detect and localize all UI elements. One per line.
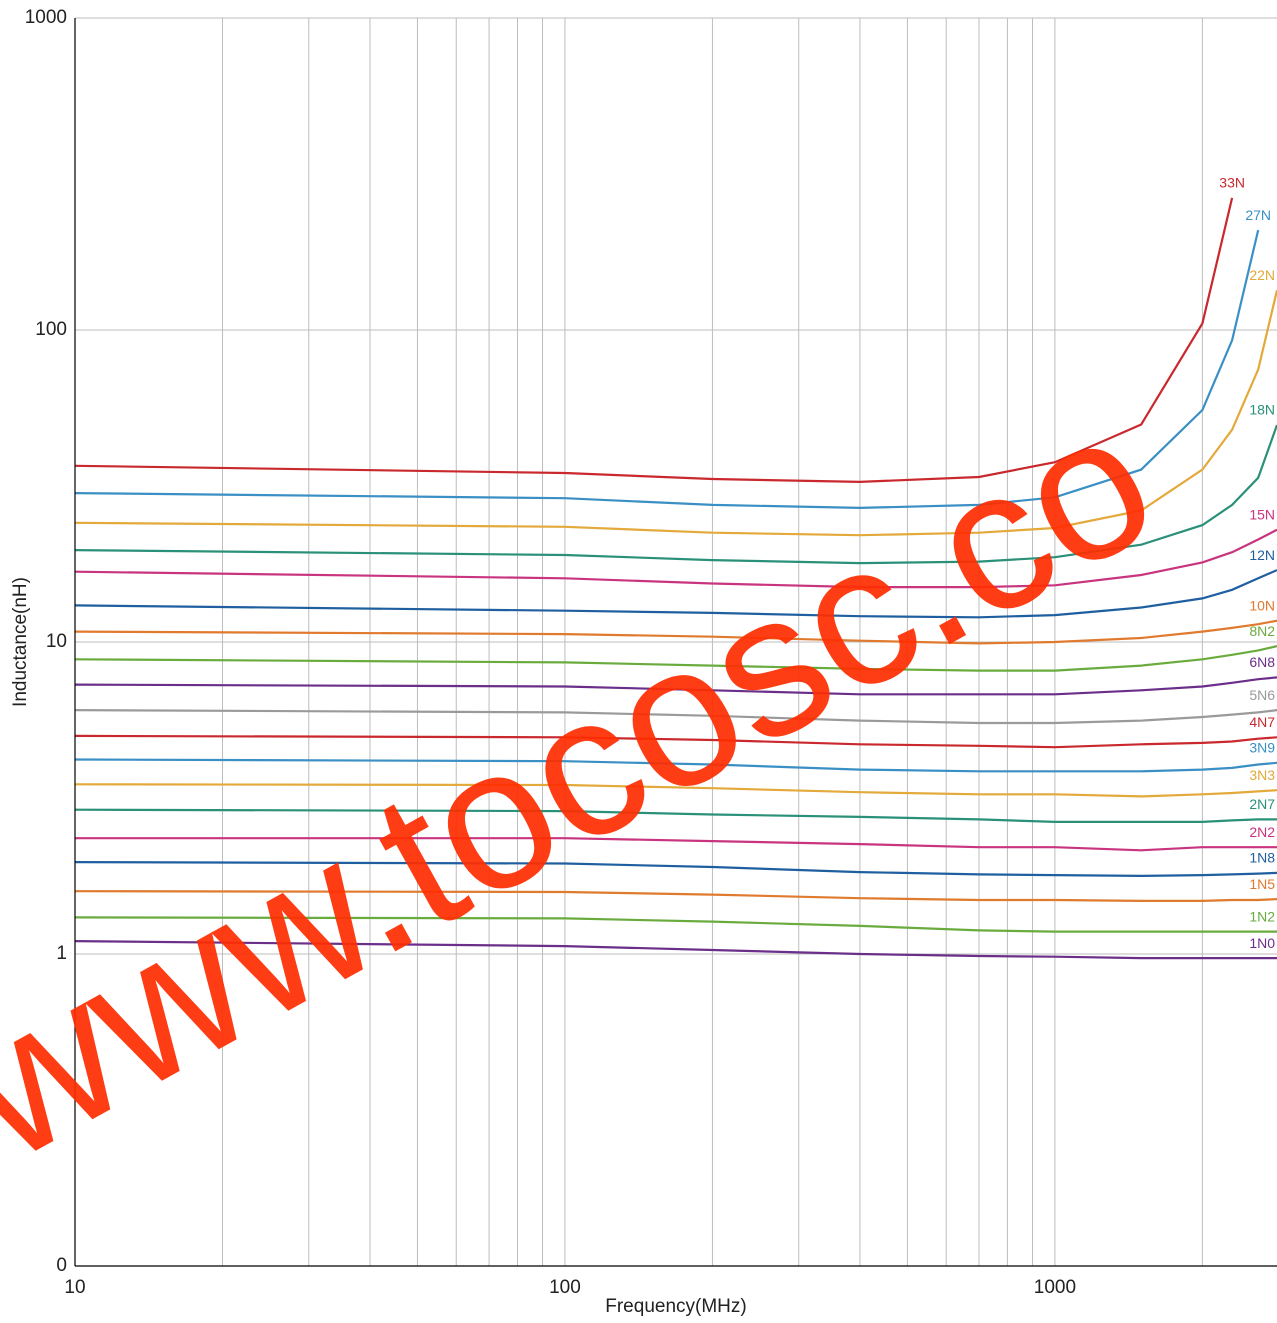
series-label: 3N9 <box>1249 740 1275 756</box>
series-label: 1N8 <box>1249 850 1275 866</box>
series-label: 10N <box>1249 597 1275 613</box>
series-label: 1N0 <box>1249 935 1275 951</box>
x-tick-label: 1000 <box>1034 1277 1076 1298</box>
series-label: 3N3 <box>1249 767 1275 783</box>
series-label: 1N2 <box>1249 908 1275 924</box>
series-label: 12N <box>1249 547 1275 563</box>
y-tick-label: 1 <box>56 943 67 964</box>
y-tick-label: 0 <box>56 1255 67 1276</box>
series-label: 2N2 <box>1249 824 1275 840</box>
series-line <box>74 758 1277 773</box>
y-tick-label: 10 <box>46 631 67 652</box>
series-line <box>74 229 1260 510</box>
series-line <box>74 424 1277 565</box>
series-line <box>74 290 1277 537</box>
series-label: 5N6 <box>1249 687 1275 703</box>
series-label: 27N <box>1245 207 1271 223</box>
series-line <box>74 940 1277 960</box>
series-line <box>74 569 1277 619</box>
series-line <box>74 528 1277 589</box>
series-label: 6N8 <box>1249 654 1275 670</box>
series-line <box>74 619 1277 645</box>
y-tick-label: 100 <box>35 319 67 340</box>
series-label: 4N7 <box>1249 714 1275 730</box>
x-tick-label: 10 <box>64 1277 85 1298</box>
series-line <box>74 808 1277 823</box>
series-line <box>74 734 1277 749</box>
series-line <box>74 861 1277 878</box>
y-tick-label: 1000 <box>25 7 67 28</box>
series-line <box>74 645 1277 672</box>
x-axis-title: Frequency(MHz) <box>605 1296 746 1317</box>
series-label: 22N <box>1249 267 1275 283</box>
series-label: 8N2 <box>1249 623 1275 639</box>
series-line <box>74 890 1277 902</box>
y-axis-title: Inductance(nH) <box>10 577 31 707</box>
series-line <box>74 197 1234 484</box>
x-tick-label: 100 <box>549 1277 581 1298</box>
series-line <box>75 837 1277 852</box>
axes: 10 100 1000 0 1 10 100 1000 <box>25 7 1277 1298</box>
series-line <box>74 916 1277 933</box>
series-line <box>74 676 1277 696</box>
series-label: 15N <box>1249 506 1275 522</box>
series-label: 2N7 <box>1249 796 1275 812</box>
series-line <box>74 709 1277 725</box>
series-label: 1N5 <box>1249 876 1275 892</box>
series-label: 18N <box>1249 402 1275 418</box>
series-label: 33N <box>1219 175 1245 191</box>
series-line <box>74 783 1277 798</box>
